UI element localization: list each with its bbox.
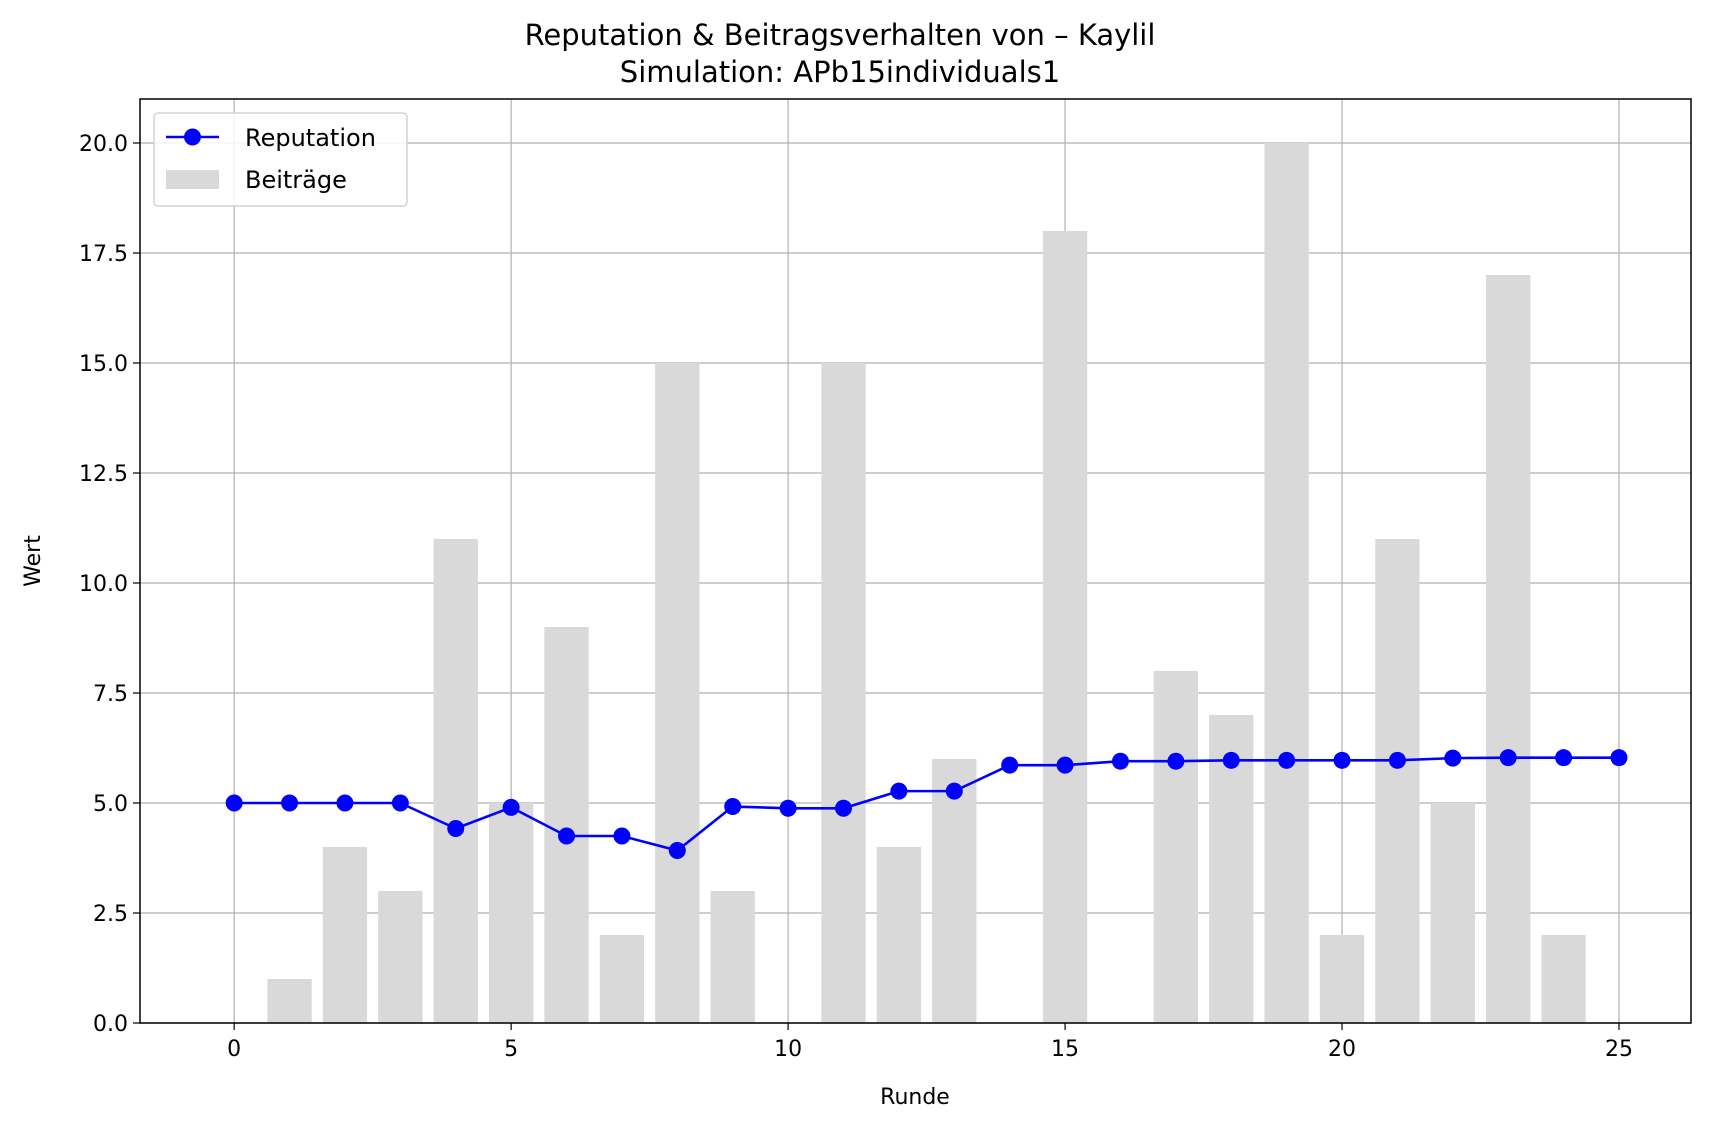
bar	[821, 363, 866, 1023]
reputation-point	[1111, 752, 1129, 770]
reputation-point	[1499, 749, 1517, 767]
bar	[876, 847, 922, 1023]
reputation-point	[225, 794, 243, 812]
y-axis: 0.0 2.5 5.0 7.5 10.0 12.5 15.0 17.5 20.0	[79, 132, 140, 1037]
reputation-point	[668, 842, 686, 860]
y-tick-label: 17.5	[79, 242, 128, 267]
bar	[1042, 231, 1088, 1023]
reputation-point	[1056, 756, 1074, 774]
x-tick-label: 0	[227, 1037, 241, 1062]
reputation-point	[945, 782, 963, 800]
legend-label-beitraege: Beiträge	[245, 166, 347, 194]
x-tick-label: 20	[1328, 1037, 1356, 1062]
bar	[1430, 803, 1475, 1023]
x-axis: 0 5 10 15 20 25	[227, 1023, 1633, 1062]
bar	[599, 935, 645, 1023]
line-series	[225, 749, 1628, 860]
y-tick-label: 20.0	[79, 132, 128, 157]
reputation-point	[391, 794, 409, 812]
bar	[710, 891, 755, 1023]
x-tick-label: 10	[774, 1037, 802, 1062]
x-tick-label: 5	[504, 1037, 518, 1062]
bar	[488, 803, 534, 1023]
bar	[433, 539, 478, 1023]
reputation-point	[558, 827, 576, 845]
bar	[655, 363, 700, 1023]
y-tick-label: 7.5	[93, 682, 128, 707]
reputation-point	[1610, 749, 1628, 767]
bar	[267, 979, 312, 1023]
reputation-point	[779, 799, 797, 817]
reputation-point	[1222, 751, 1240, 769]
x-tick-label: 15	[1051, 1037, 1079, 1062]
bar	[1486, 275, 1531, 1023]
reputation-point	[1444, 749, 1462, 767]
reputation-point	[613, 827, 631, 845]
reputation-point	[1555, 749, 1573, 767]
chart-title: Reputation & Beitragsverhalten von – Kay…	[525, 18, 1156, 52]
legend-label-reputation: Reputation	[245, 124, 376, 152]
bars-series	[267, 143, 1586, 1023]
reputation-line	[234, 756, 1619, 852]
legend: Reputation Beiträge	[153, 112, 408, 207]
bar	[1153, 671, 1199, 1023]
reputation-point	[1278, 751, 1296, 769]
bar	[1375, 539, 1420, 1023]
bar	[378, 891, 423, 1023]
y-tick-label: 15.0	[79, 352, 128, 377]
bar	[544, 627, 589, 1023]
reputation-point	[1001, 756, 1019, 774]
y-tick-label: 12.5	[79, 462, 128, 487]
reputation-point	[1333, 751, 1351, 769]
x-tick-label: 25	[1605, 1037, 1633, 1062]
reputation-point	[281, 794, 299, 812]
bar	[1319, 935, 1365, 1023]
legend-bar-swatch	[166, 170, 219, 189]
reputation-point	[336, 794, 354, 812]
y-axis-label: Wert	[21, 535, 46, 587]
bar	[322, 847, 368, 1023]
reputation-point	[890, 782, 908, 800]
chart-subtitle: Simulation: APb15individuals1	[620, 55, 1060, 89]
reputation-point	[447, 820, 465, 838]
bar	[1264, 143, 1309, 1023]
y-tick-label: 10.0	[79, 572, 128, 597]
y-tick-label: 2.5	[93, 902, 128, 927]
legend-marker-swatch	[184, 128, 201, 146]
reputation-point	[724, 798, 742, 816]
reputation-point	[1167, 752, 1185, 770]
bar	[1541, 935, 1586, 1023]
bar	[932, 759, 977, 1023]
y-tick-label: 5.0	[93, 792, 128, 817]
plot-frame	[139, 98, 1692, 1024]
reputation-point	[1388, 751, 1406, 769]
x-axis-label: Runde	[880, 1085, 950, 1110]
y-tick-label: 0.0	[93, 1012, 128, 1037]
reputation-point	[834, 799, 852, 817]
reputation-point	[502, 798, 520, 816]
